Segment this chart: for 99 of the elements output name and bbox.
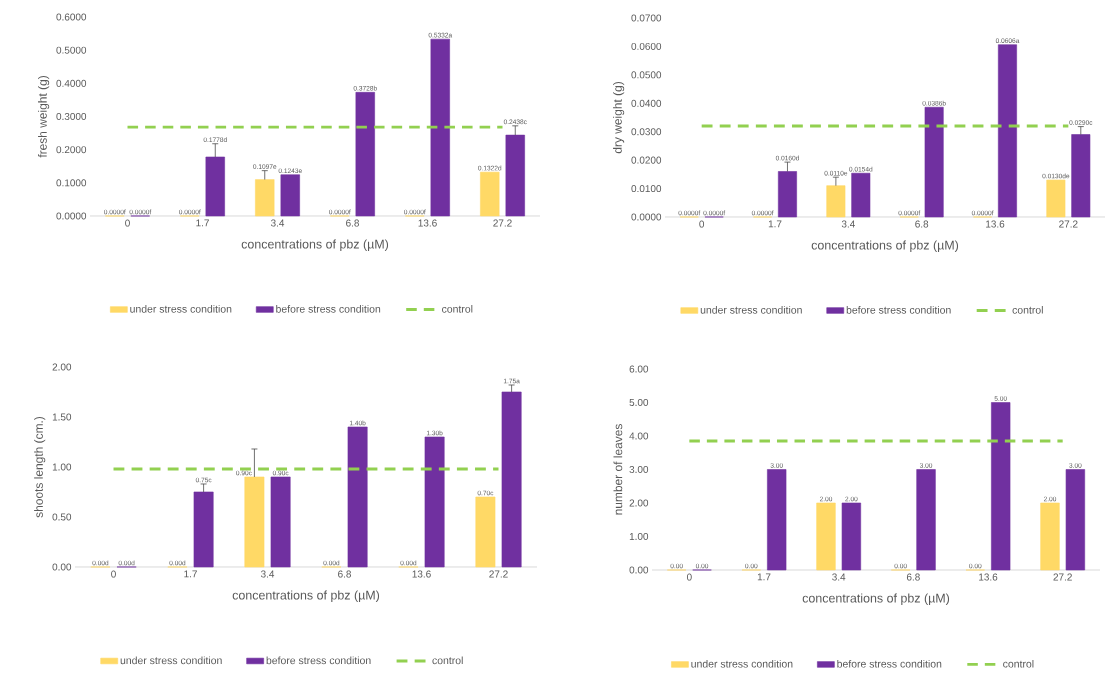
x-tick-label: 13.6 (418, 219, 437, 227)
x-tick-label: 27.2 (1059, 220, 1078, 228)
x-tick-label: 3.4 (260, 570, 275, 578)
legend-label: under stress condition (120, 656, 222, 665)
bar (826, 185, 846, 218)
x-tick-label: 27.2 (493, 219, 512, 227)
x-tick-label: 1.7 (757, 573, 771, 581)
bar (355, 92, 375, 217)
y-tick-label: 4.00 (629, 432, 649, 440)
legend-label: control (432, 656, 463, 665)
y-tick-label: 0.0200 (631, 156, 662, 164)
bar (1040, 502, 1060, 571)
bar (778, 171, 797, 218)
x-tick-label: 1.7 (768, 220, 782, 228)
x-tick-label: 0 (111, 570, 116, 578)
y-tick-label: 0.6000 (56, 13, 87, 21)
y-tick-label: 1.00 (629, 532, 649, 541)
y-tick-label: 0.1000 (56, 179, 87, 187)
y-axis-title: fresh weight (g) (38, 76, 50, 158)
bar (270, 476, 291, 568)
bar (998, 44, 1017, 218)
y-tick-label: 0.0100 (631, 185, 662, 193)
bar (475, 496, 496, 568)
y-axis-title: shoots length (cm.) (34, 416, 46, 518)
y-tick-label: 0.00 (52, 563, 72, 571)
bar (244, 476, 265, 568)
legend-label: control (442, 304, 473, 313)
bar (924, 106, 944, 218)
bar (851, 172, 871, 218)
x-tick-label: 6.8 (346, 219, 359, 227)
bar (916, 469, 936, 571)
legend-label: control (1012, 305, 1043, 314)
y-axis-title: dry weight (g) (613, 82, 625, 154)
x-tick-label: 3.4 (841, 220, 855, 228)
x-axis-title: concentrations of pbz (µM) (241, 239, 389, 251)
x-tick-label: 1.7 (184, 570, 197, 578)
y-tick-label: 0.0000 (56, 212, 87, 220)
legend-label: under stress condition (691, 659, 793, 668)
bar (205, 156, 225, 217)
bar (193, 491, 214, 568)
y-tick-label: 0.00 (629, 566, 649, 574)
x-tick-label: 6.8 (915, 220, 929, 228)
bar (501, 391, 522, 568)
bar (1071, 134, 1091, 218)
x-tick-label: 0 (699, 220, 705, 228)
bar (767, 469, 787, 571)
y-tick-label: 0.5000 (56, 46, 87, 54)
x-axis-title: concentrations of pbz (µM) (811, 240, 959, 252)
y-tick-label: 0.0000 (631, 213, 662, 221)
legend-label: under stress condition (130, 304, 232, 313)
y-tick-label: 0.0400 (631, 99, 662, 107)
legend-label: before stress condition (837, 659, 942, 668)
y-tick-label: 0.3000 (56, 112, 87, 121)
x-tick-label: 3.4 (270, 219, 285, 227)
y-tick-label: 0.0300 (631, 128, 662, 136)
x-tick-label: 27.2 (1053, 573, 1072, 581)
bar (480, 171, 500, 217)
legend-label: before stress condition (266, 656, 371, 665)
y-tick-label: 0.0500 (631, 71, 662, 79)
bar (505, 134, 525, 217)
y-tick-label: 0.4000 (56, 79, 87, 87)
bar (280, 174, 300, 217)
bar (1046, 179, 1066, 218)
bar (1065, 469, 1086, 571)
x-tick-label: 1.7 (196, 219, 209, 227)
x-tick-label: 13.6 (412, 570, 431, 578)
x-tick-label: 6.8 (338, 570, 351, 578)
y-tick-label: 0.0700 (631, 14, 662, 22)
legend-label: control (1003, 659, 1034, 668)
x-tick-label: 6.8 (906, 573, 920, 581)
legend-label: before stress condition (846, 305, 951, 314)
bar (816, 502, 836, 571)
y-tick-label: 2.00 (52, 363, 72, 371)
bar (841, 502, 862, 571)
x-axis-title: concentrations of pbz (µM) (232, 590, 380, 602)
y-tick-label: 2.00 (629, 499, 649, 507)
y-tick-label: 0.2000 (56, 146, 87, 154)
bar (430, 38, 450, 217)
y-tick-label: 0.0600 (631, 42, 662, 50)
legend-label: under stress condition (700, 305, 802, 314)
x-tick-label: 13.6 (986, 220, 1005, 228)
y-tick-label: 5.00 (629, 398, 649, 407)
x-axis-title: concentrations of pbz (µM) (802, 593, 950, 605)
bar (991, 402, 1011, 571)
x-tick-label: 3.4 (832, 573, 846, 581)
x-tick-label: 0 (686, 573, 692, 581)
bar (255, 179, 275, 217)
x-tick-label: 13.6 (979, 573, 998, 581)
x-tick-label: 27.2 (489, 570, 508, 578)
bar (424, 436, 445, 568)
x-tick-label: 0 (125, 219, 130, 227)
y-tick-label: 1.00 (52, 463, 72, 471)
y-axis-title: number of leaves (613, 424, 623, 515)
y-tick-label: 3.00 (629, 465, 649, 474)
legend-label: before stress condition (276, 304, 381, 313)
y-tick-label: 1.50 (52, 413, 72, 421)
bar (347, 426, 368, 568)
y-tick-label: 6.00 (629, 365, 649, 373)
y-tick-label: 0.50 (52, 513, 72, 521)
